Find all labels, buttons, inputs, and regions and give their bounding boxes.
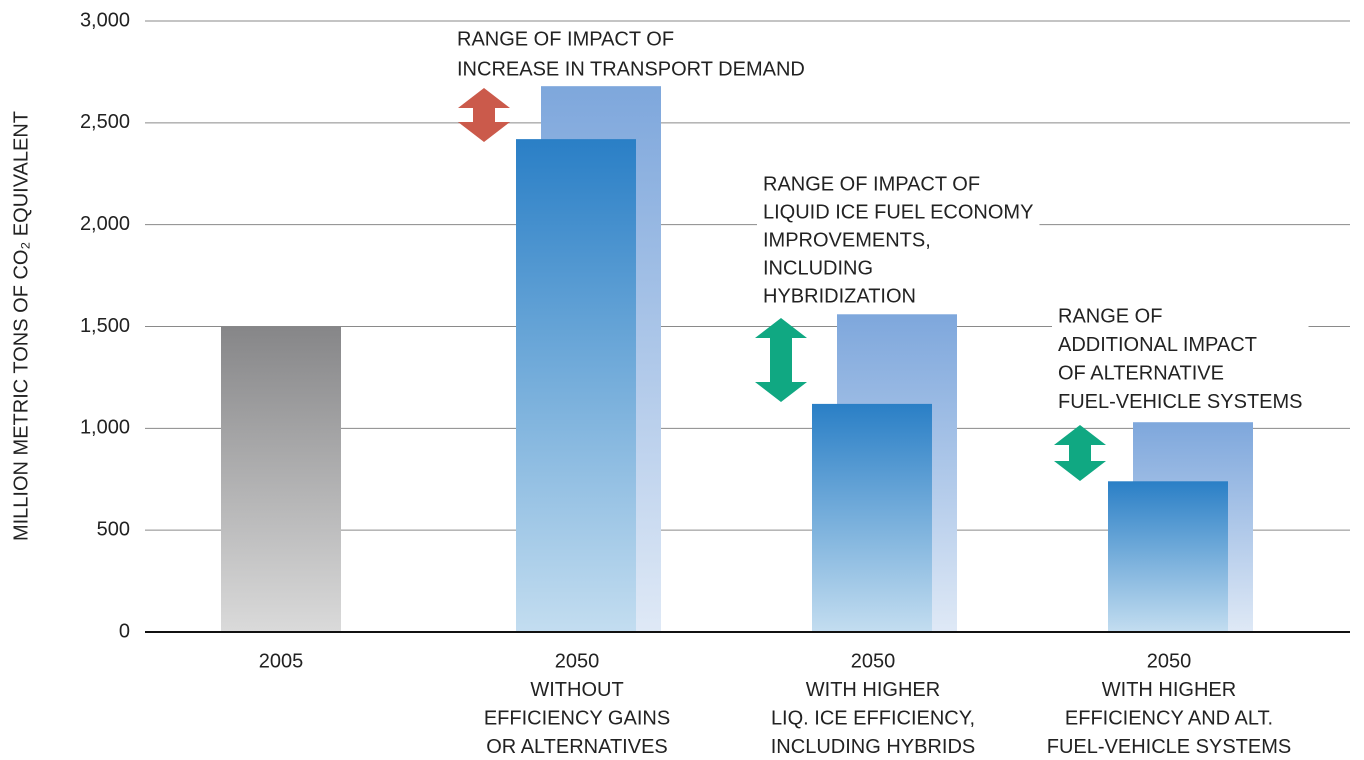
y-tick-label: 0 [119, 620, 130, 642]
x-tick-label: LIQ. ICE EFFICIENCY, [771, 707, 975, 729]
annotation-bg [451, 26, 811, 84]
y-tick-label: 2,500 [80, 111, 130, 133]
range-arrow [1054, 425, 1106, 481]
annotation-bg [1052, 303, 1309, 417]
annotation-text: FUEL-VEHICLE SYSTEMS [1058, 391, 1303, 413]
bar [221, 326, 341, 632]
annotation-text: LIQUID ICE FUEL ECONOMY [763, 201, 1033, 223]
annotation-text: HYBRIDIZATION [763, 285, 916, 307]
annotation-text: ADDITIONAL IMPACT [1058, 334, 1257, 356]
bar [1108, 481, 1228, 632]
x-tick-label: WITH HIGHER [1102, 679, 1236, 701]
y-tick-label: 3,000 [80, 9, 130, 31]
bar [516, 139, 636, 633]
x-tick-label: EFFICIENCY GAINS [484, 707, 670, 729]
y-tick-label: 2,000 [80, 213, 130, 235]
x-tick-label: WITHOUT [530, 679, 623, 701]
x-tick-label: OR ALTERNATIVES [486, 736, 668, 758]
annotation-text: INCREASE IN TRANSPORT DEMAND [457, 58, 805, 80]
bar [812, 403, 932, 632]
x-tick-label: WITH HIGHER [806, 679, 940, 701]
x-tick-label: 2050 [1147, 650, 1192, 672]
annotation-text: IMPROVEMENTS, [763, 229, 931, 251]
y-tick-label: 500 [97, 518, 130, 540]
annotation-text: RANGE OF IMPACT OF [763, 173, 980, 195]
x-tick-label: INCLUDING HYBRIDS [771, 736, 975, 758]
annotation: RANGE OF ADDITIONAL IMPACT OF ALTERNATIVE F… [1052, 303, 1309, 417]
annotation-text: OF ALTERNATIVE [1058, 362, 1224, 384]
annotation-bg [757, 171, 1040, 311]
y-tick-label: 1,500 [80, 315, 130, 337]
annotation: RANGE OF IMPACT OF INCREASE IN TRANSPORT … [451, 26, 811, 84]
annotation-text: INCLUDING [763, 257, 873, 279]
x-tick-label: EFFICIENCY AND ALT. [1065, 707, 1273, 729]
x-tick-label: FUEL-VEHICLE SYSTEMS [1047, 736, 1292, 758]
range-arrow [755, 318, 807, 402]
y-tick-label: 1,000 [80, 417, 130, 439]
x-tick-label: 2050 [555, 650, 600, 672]
annotation-text: RANGE OF [1058, 305, 1162, 327]
range-arrow [458, 88, 510, 142]
x-tick-label: 2005 [259, 650, 304, 672]
y-axis-label: MILLION METRIC TONS OF CO₂ EQUIVALENT [10, 111, 32, 541]
x-tick-label: 2050 [851, 650, 896, 672]
annotation: RANGE OF IMPACT OF LIQUID ICE FUEL ECONOM… [757, 171, 1040, 311]
annotation-text: RANGE OF IMPACT OF [457, 28, 674, 50]
